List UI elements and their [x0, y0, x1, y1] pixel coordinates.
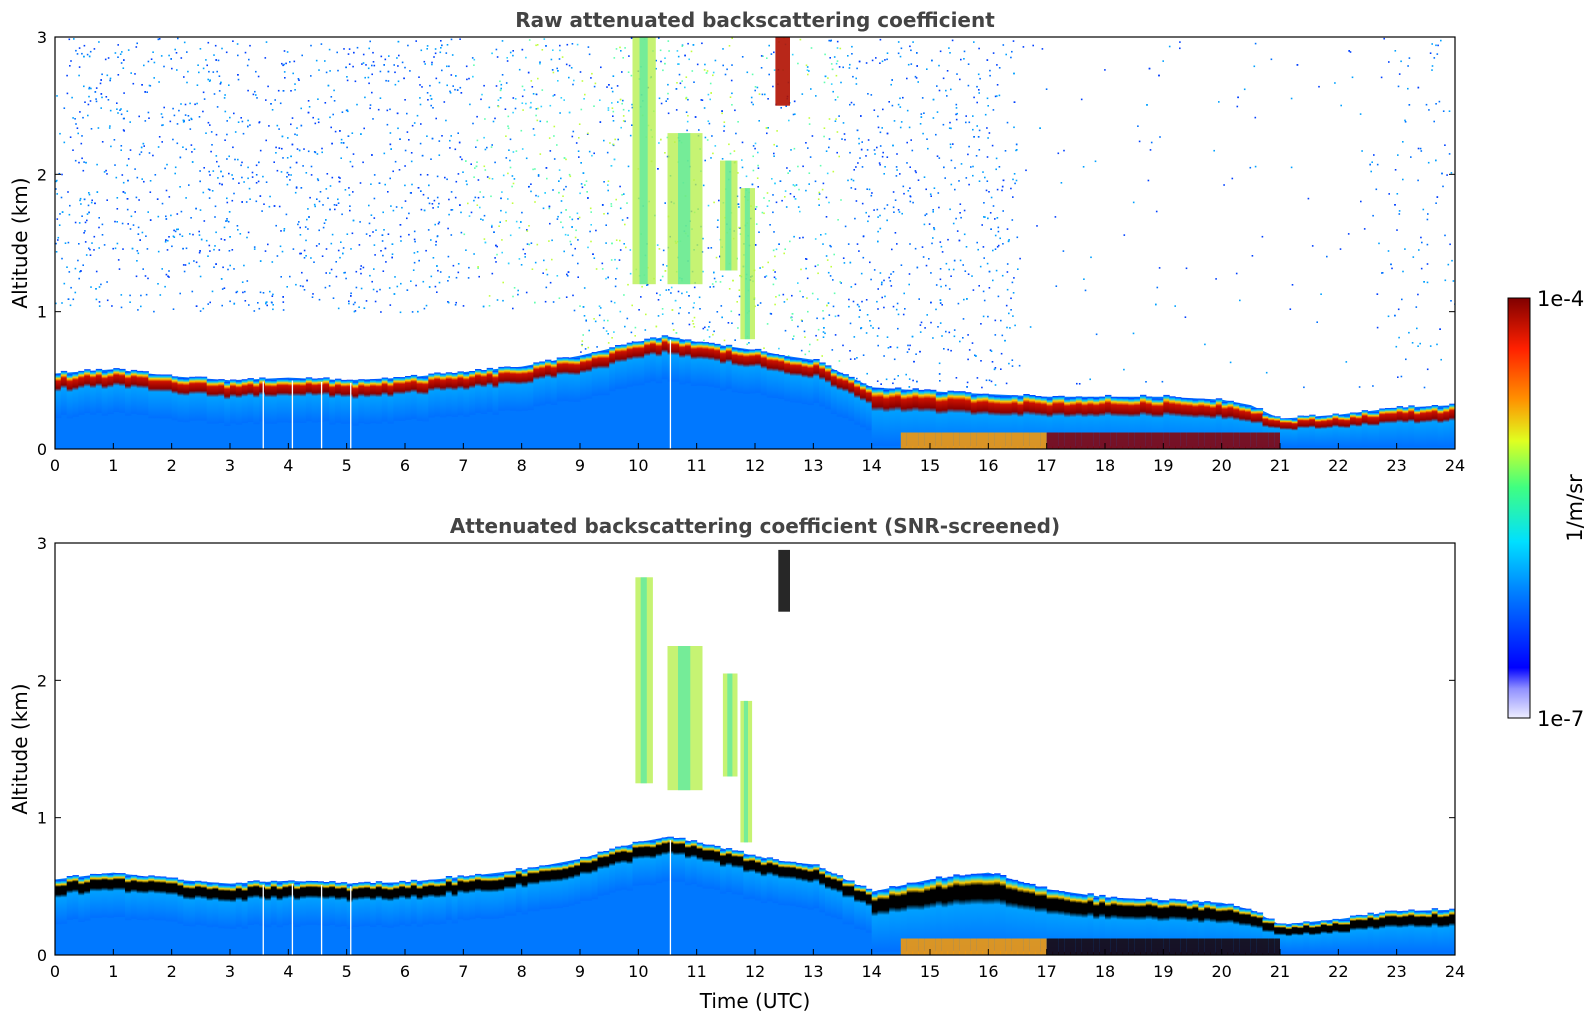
- y-tick-label: 1: [37, 809, 47, 828]
- colorbar-unit-label: 1/m/sr: [1563, 474, 1587, 542]
- y-axis-label: Altitude (km): [8, 683, 32, 814]
- raw-backscatter-panel: Raw attenuated backscattering coefficien…: [8, 8, 1465, 475]
- y-axis: 0 1 2 3: [37, 534, 1455, 965]
- x-tick-label: 19: [1153, 962, 1173, 981]
- x-tick-label: 9: [575, 456, 585, 475]
- x-tick-label: 3: [225, 962, 235, 981]
- x-tick-label: 8: [517, 962, 527, 981]
- y-tick-label: 2: [37, 165, 47, 184]
- aerosol-layer-band: [55, 836, 1455, 955]
- x-tick-label: 22: [1328, 456, 1348, 475]
- x-tick-label: 2: [167, 456, 177, 475]
- x-tick-label: 2: [167, 962, 177, 981]
- x-tick-label: 7: [458, 456, 468, 475]
- x-tick-label: 23: [1386, 456, 1406, 475]
- x-tick-label: 14: [861, 456, 881, 475]
- y-tick-label: 0: [37, 440, 47, 459]
- x-tick-label: 17: [1036, 962, 1056, 981]
- x-tick-label: 5: [342, 456, 352, 475]
- x-tick-label: 0: [50, 962, 60, 981]
- x-tick-label: 20: [1211, 456, 1231, 475]
- panel-title: Attenuated backscattering coefficient (S…: [450, 514, 1060, 538]
- y-tick-label: 1: [37, 303, 47, 322]
- x-tick-label: 9: [575, 962, 585, 981]
- x-tick-label: 12: [745, 456, 765, 475]
- x-tick-label: 23: [1386, 962, 1406, 981]
- x-tick-label: 4: [283, 962, 293, 981]
- x-tick-label: 8: [517, 456, 527, 475]
- x-tick-label: 15: [920, 962, 940, 981]
- snr-screened-panel: Attenuated backscattering coefficient (S…: [8, 514, 1465, 1013]
- colorbar-gradient: [1507, 297, 1531, 719]
- x-tick-label: 21: [1270, 962, 1290, 981]
- heatmap-area: [55, 549, 1455, 955]
- x-tick-label: 10: [628, 456, 648, 475]
- x-tick-label: 1: [108, 456, 118, 475]
- panel-title: Raw attenuated backscattering coefficien…: [515, 8, 995, 32]
- x-tick-label: 6: [400, 456, 410, 475]
- x-tick-label: 6: [400, 962, 410, 981]
- cloud-layers: [635, 549, 790, 843]
- aerosol-layer-band: [55, 335, 1455, 449]
- x-tick-label: 10: [628, 962, 648, 981]
- x-tick-label: 11: [686, 456, 706, 475]
- x-tick-label: 12: [745, 962, 765, 981]
- x-tick-label: 0: [50, 456, 60, 475]
- x-tick-label: 16: [978, 962, 998, 981]
- x-tick-label: 17: [1036, 456, 1056, 475]
- x-tick-label: 24: [1445, 456, 1465, 475]
- colorbar-min-label: 1e-7: [1537, 707, 1584, 731]
- y-axis: 0 1 2 3: [37, 28, 1455, 459]
- y-tick-label: 3: [37, 28, 47, 47]
- x-tick-label: 15: [920, 456, 940, 475]
- x-axis: 0 1 2 3 4 5 6 7 8 9 10 11 12 13 14 15 16 17 18 19 20 21 22 23 24: [50, 949, 1465, 981]
- x-tick-label: 16: [978, 456, 998, 475]
- x-tick-label: 4: [283, 456, 293, 475]
- y-axis-label: Altitude (km): [8, 177, 32, 308]
- noise-speckle: [55, 37, 1455, 389]
- colorbar-max-label: 1e-4: [1537, 287, 1584, 311]
- x-axis-label: Time (UTC): [699, 989, 811, 1013]
- y-tick-label: 3: [37, 534, 47, 553]
- x-tick-label: 19: [1153, 456, 1173, 475]
- x-tick-label: 18: [1095, 456, 1115, 475]
- heatmap-area: [55, 37, 1455, 449]
- x-axis: 0 1 2 3 4 5 6 7 8 9 10 11 12 13 14 15 16 17 18 19 20 21 22 23 24: [50, 443, 1465, 475]
- cloud-patch: [778, 549, 790, 612]
- cloud-patch: [775, 37, 790, 106]
- x-tick-label: 11: [686, 962, 706, 981]
- x-tick-label: 1: [108, 962, 118, 981]
- cloud-layers: [632, 37, 790, 340]
- colorbar: 1e-4 1e-7 1/m/sr: [1507, 287, 1587, 731]
- x-tick-label: 3: [225, 456, 235, 475]
- x-tick-label: 7: [458, 962, 468, 981]
- x-tick-label: 20: [1211, 962, 1231, 981]
- x-tick-label: 14: [861, 962, 881, 981]
- x-tick-label: 5: [342, 962, 352, 981]
- x-tick-label: 13: [803, 456, 823, 475]
- x-tick-label: 22: [1328, 962, 1348, 981]
- x-tick-label: 18: [1095, 962, 1115, 981]
- x-tick-label: 13: [803, 962, 823, 981]
- y-tick-label: 2: [37, 671, 47, 690]
- y-tick-label: 0: [37, 946, 47, 965]
- x-tick-label: 24: [1445, 962, 1465, 981]
- x-tick-label: 21: [1270, 456, 1290, 475]
